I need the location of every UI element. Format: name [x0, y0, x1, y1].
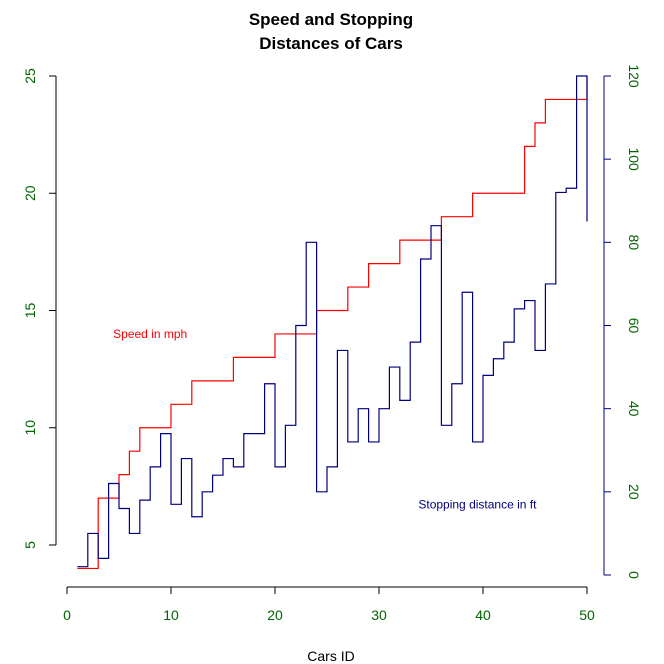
y-right-tick-label: 0	[626, 571, 642, 579]
y-left-tick-label: 10	[22, 420, 38, 436]
annotation-distance: Stopping distance in ft	[418, 497, 537, 511]
y-right-tick-label: 100	[626, 147, 642, 171]
x-tick-label: 20	[267, 607, 283, 623]
x-tick-label: 0	[63, 607, 71, 623]
y-right-tick-label: 40	[626, 401, 642, 417]
x-tick-label: 10	[163, 607, 179, 623]
series-line-speed	[77, 76, 588, 570]
y-axis-right-ticks: 0 20 40 60 80 100 120	[604, 64, 642, 579]
y-left-tick-label: 15	[22, 303, 38, 319]
x-tick-label: 40	[475, 607, 491, 623]
y-right-tick-label: 80	[626, 235, 642, 251]
x-tick-label: 50	[579, 607, 595, 623]
y-axis-left-ticks: 5 10 15 20 25	[22, 68, 56, 549]
chart-title-line-2: Distances of Cars	[259, 34, 403, 53]
x-axis-label: Cars ID	[307, 648, 354, 664]
x-tick-label: 30	[371, 607, 387, 623]
y-right-tick-label: 20	[626, 484, 642, 500]
x-axis-ticks: 0 10 20 30 40 50	[63, 587, 595, 623]
y-left-tick-label: 5	[22, 541, 38, 549]
annotation-speed: Speed in mph	[113, 327, 187, 341]
y-right-tick-label: 120	[626, 64, 642, 88]
y-left-tick-label: 25	[22, 68, 38, 84]
y-right-tick-label: 60	[626, 318, 642, 334]
chart-title-line-1: Speed and Stopping	[249, 10, 413, 29]
series-line-distance	[77, 75, 588, 568]
y-left-tick-label: 20	[22, 185, 38, 201]
